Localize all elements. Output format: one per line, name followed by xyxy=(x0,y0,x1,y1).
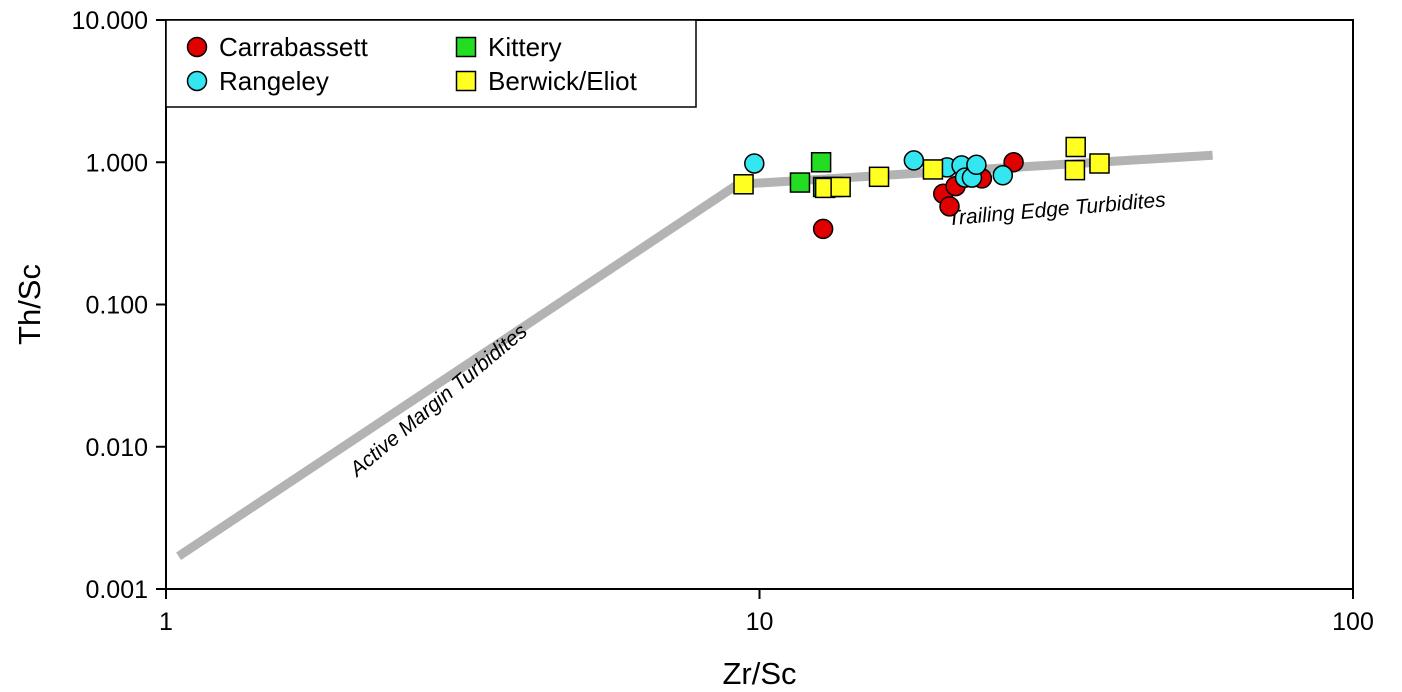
point-rangeley xyxy=(966,154,987,176)
annotation-label: Active Margin Turbidites xyxy=(344,319,532,482)
x-tick-label: 1 xyxy=(159,608,173,636)
y-tick-label: 1.000 xyxy=(85,149,148,177)
legend-marker-kittery xyxy=(455,36,477,58)
legend-box xyxy=(165,19,697,108)
point-berwick-eliot xyxy=(1065,136,1086,158)
x-tick-label: 100 xyxy=(1332,608,1374,636)
point-rangeley xyxy=(903,150,925,171)
y-tick-label: 0.001 xyxy=(85,576,148,604)
y-tick-label: 0.100 xyxy=(85,292,148,320)
point-berwick-eliot xyxy=(733,174,754,195)
y-tick-label: 10.000 xyxy=(72,7,148,35)
axis-ticks-layer: 1 10 100 0.001 0.010 0.100 1.000 10.000 xyxy=(72,7,1374,636)
legend-label-berwick-eliot: Berwick/Eliot xyxy=(488,66,638,96)
point-kittery xyxy=(789,172,811,193)
legend-marker-carrabassett xyxy=(186,36,208,58)
legend-label-rangeley: Rangeley xyxy=(219,66,329,96)
legend-items: Carrabassett Rangeley Kittery Berwick/Eliot xyxy=(186,32,638,96)
legend-marker-rangeley xyxy=(186,70,208,92)
legend-label-carrabassett: Carrabassett xyxy=(219,32,369,62)
point-berwick-eliot xyxy=(868,166,890,188)
point-carrabassett xyxy=(812,218,834,240)
x-axis-title: Zr/Sc xyxy=(722,656,796,691)
point-berwick-eliot xyxy=(830,176,851,198)
annotations-layer: Active Margin Turbidites Trailing Edge Tu… xyxy=(344,188,1167,482)
point-rangeley xyxy=(744,153,765,174)
y-axis-title: Th/Sc xyxy=(12,264,47,345)
x-tick-label: 10 xyxy=(746,608,774,636)
data-points-layer xyxy=(733,136,1110,240)
point-berwick-eliot xyxy=(1064,159,1086,181)
annotation-label: Trailing Edge Turbidites xyxy=(947,188,1167,230)
legend: Carrabassett Rangeley Kittery Berwick/Eliot xyxy=(165,19,697,108)
point-carrabassett xyxy=(939,196,960,217)
point-berwick-eliot xyxy=(1089,153,1110,174)
y-tick-label: 0.010 xyxy=(85,434,148,462)
point-rangeley xyxy=(992,165,1014,186)
point-kittery xyxy=(810,152,832,173)
legend-label-kittery: Kittery xyxy=(488,32,562,62)
legend-marker-berwick-eliot xyxy=(455,70,477,92)
point-berwick-eliot xyxy=(922,159,944,180)
